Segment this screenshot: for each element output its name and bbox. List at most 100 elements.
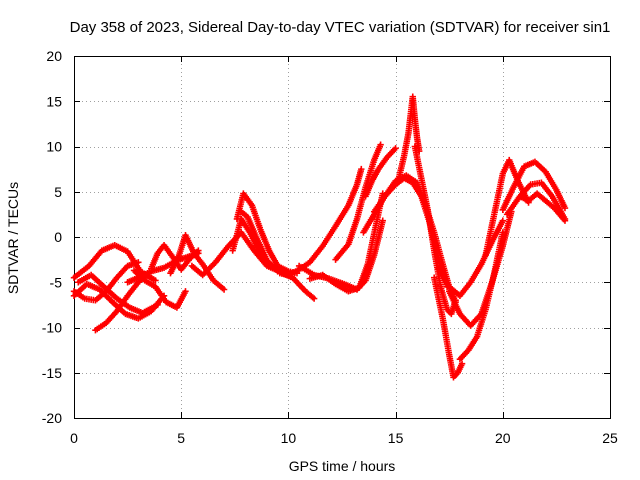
marker-trail bbox=[76, 272, 93, 285]
y-tick-label: 0 bbox=[54, 229, 62, 245]
marker-trail bbox=[533, 160, 548, 174]
marker-trail bbox=[234, 192, 247, 220]
marker-trail bbox=[363, 179, 375, 198]
marker-trail bbox=[418, 177, 431, 211]
marker-trail bbox=[265, 258, 280, 274]
marker-trail bbox=[511, 165, 527, 189]
marker-trail bbox=[115, 264, 130, 280]
marker-trail bbox=[385, 146, 398, 160]
marker-trail bbox=[371, 219, 386, 257]
series-arc-30 bbox=[516, 190, 569, 224]
data-point bbox=[499, 229, 506, 236]
marker-trail bbox=[489, 219, 506, 243]
marker-trail bbox=[535, 191, 548, 203]
series-arc-21 bbox=[394, 93, 423, 186]
marker-trail bbox=[539, 181, 554, 198]
marker-trail bbox=[132, 268, 147, 283]
marker-trail bbox=[89, 273, 106, 289]
marker-trail bbox=[412, 145, 425, 180]
y-axis-label: SDTVAR / TECUs bbox=[5, 182, 21, 294]
marker-trail bbox=[168, 253, 182, 275]
marker-trail bbox=[93, 289, 108, 303]
series-arc-3 bbox=[70, 241, 159, 284]
marker-trail bbox=[249, 204, 264, 231]
marker-trail bbox=[500, 185, 516, 212]
marker-trail bbox=[136, 309, 153, 321]
marker-trail bbox=[143, 278, 157, 289]
marker-trail bbox=[239, 217, 252, 234]
marker-trail bbox=[230, 217, 244, 252]
marker-trail bbox=[174, 289, 188, 309]
series-arc-28 bbox=[499, 158, 569, 214]
marker-trail bbox=[383, 182, 398, 199]
x-tick-label: 5 bbox=[177, 430, 185, 446]
y-tick-label: -20 bbox=[42, 410, 62, 426]
series-arc-17 bbox=[332, 141, 384, 263]
data-point bbox=[195, 247, 202, 254]
marker-trail bbox=[266, 249, 280, 268]
marker-trail bbox=[183, 233, 197, 255]
data-point bbox=[182, 288, 189, 295]
series-arc-10 bbox=[188, 229, 318, 302]
chart-title: Day 358 of 2023, Sidereal Day-to-day VTE… bbox=[70, 19, 611, 36]
marker-trail bbox=[401, 131, 412, 157]
marker-trail bbox=[290, 276, 308, 293]
marker-trail bbox=[239, 230, 257, 253]
x-tick-label: 25 bbox=[602, 430, 618, 446]
marker-trail bbox=[297, 263, 316, 278]
marker-trail bbox=[369, 167, 381, 183]
marker-trail bbox=[192, 251, 205, 266]
marker-trail bbox=[395, 154, 407, 184]
data-point bbox=[358, 165, 365, 173]
data-point bbox=[458, 360, 466, 367]
marker-trail bbox=[424, 208, 438, 252]
marker-trail bbox=[303, 289, 316, 301]
x-axis-label: GPS time / hours bbox=[289, 458, 396, 474]
data-point bbox=[377, 141, 384, 148]
marker-trail bbox=[164, 299, 179, 310]
y-tick-label: 10 bbox=[46, 139, 62, 155]
marker-trail bbox=[113, 242, 129, 254]
x-tick-label: 10 bbox=[281, 430, 297, 446]
marker-trail bbox=[445, 307, 454, 316]
marker-trail bbox=[451, 371, 460, 379]
marker-trail bbox=[258, 228, 272, 252]
marker-trail bbox=[278, 270, 290, 278]
axis-ticks bbox=[74, 56, 611, 419]
data-point bbox=[392, 145, 399, 152]
marker-trail bbox=[500, 210, 515, 248]
series-arc-7 bbox=[147, 241, 202, 273]
marker-trail bbox=[505, 194, 522, 216]
marker-trail bbox=[72, 264, 91, 280]
series-arc-8 bbox=[130, 267, 189, 311]
series-arc-26 bbox=[456, 229, 506, 363]
marker-trail bbox=[179, 257, 192, 272]
series-arc-9 bbox=[167, 231, 228, 293]
y-tick-label: 20 bbox=[46, 48, 62, 64]
series-arc-18 bbox=[362, 145, 399, 200]
marker-trail bbox=[239, 209, 250, 219]
marker-trail bbox=[482, 272, 497, 311]
marker-trail bbox=[148, 252, 161, 270]
marker-trail bbox=[114, 294, 130, 313]
marker-trail bbox=[402, 175, 415, 185]
marker-trail bbox=[466, 335, 480, 352]
marker-trail bbox=[104, 309, 119, 325]
marker-trail bbox=[363, 158, 377, 189]
marker-trail bbox=[543, 198, 557, 211]
data-point bbox=[310, 295, 318, 302]
marker-trail bbox=[376, 155, 389, 171]
marker-trail bbox=[455, 362, 465, 375]
marker-trail bbox=[491, 172, 506, 216]
marker-trail bbox=[241, 192, 254, 207]
marker-trail bbox=[409, 95, 418, 121]
x-tick-labels: 0 5 10 15 20 25 bbox=[70, 430, 618, 446]
marker-trail bbox=[321, 272, 338, 287]
marker-trail bbox=[491, 231, 506, 275]
marker-trail bbox=[141, 302, 159, 316]
marker-trail bbox=[125, 250, 143, 273]
data-point bbox=[499, 217, 506, 224]
marker-trail bbox=[458, 348, 471, 361]
marker-trail bbox=[468, 312, 484, 328]
